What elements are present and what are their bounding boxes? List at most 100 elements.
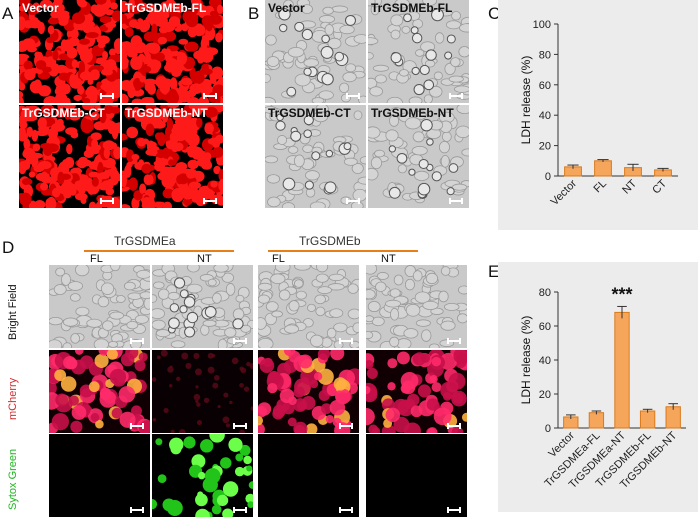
cell — [88, 381, 100, 393]
swollen-cell — [413, 83, 425, 96]
group-rule — [84, 250, 234, 252]
cell — [265, 96, 276, 103]
cell — [186, 283, 203, 294]
cell — [28, 171, 36, 178]
cell — [51, 187, 61, 198]
cell — [411, 145, 428, 156]
cell — [108, 48, 116, 57]
micrograph-brightfield — [49, 265, 150, 348]
cell — [258, 402, 272, 416]
cell — [417, 384, 432, 398]
cell-texture — [49, 350, 150, 433]
cell — [21, 178, 33, 186]
cell — [288, 300, 300, 312]
cell — [401, 25, 411, 34]
cell — [46, 37, 54, 44]
cell — [201, 63, 209, 71]
cell — [270, 273, 286, 285]
cell — [434, 32, 445, 44]
cell — [79, 71, 93, 81]
cell — [128, 177, 138, 191]
cell — [334, 422, 351, 433]
cell — [368, 37, 379, 45]
cell — [404, 278, 415, 291]
swollen-cell — [278, 8, 291, 21]
cell — [136, 269, 150, 279]
swollen-cell — [343, 142, 352, 151]
cell — [126, 320, 139, 330]
cell — [438, 141, 450, 154]
cell — [146, 164, 156, 171]
cell — [204, 87, 211, 97]
cell — [56, 3, 65, 13]
cell — [235, 294, 245, 303]
swollen-cell — [419, 64, 430, 76]
cell — [441, 131, 452, 142]
cell — [216, 4, 223, 14]
image-background — [366, 434, 467, 517]
cell — [124, 106, 134, 119]
panel-letter-a: A — [2, 4, 14, 23]
cell — [265, 155, 279, 164]
cell — [440, 381, 458, 399]
scale-bar — [130, 507, 144, 513]
panel-letter-b: B — [248, 4, 260, 23]
cell — [374, 74, 387, 84]
cell — [94, 105, 101, 113]
stained-cell — [195, 493, 208, 507]
cell — [366, 315, 374, 323]
cell — [74, 192, 88, 201]
scale-bar — [339, 507, 353, 513]
cell — [55, 108, 66, 118]
cell — [43, 176, 54, 184]
cell — [239, 383, 244, 388]
y-axis-label: LDH release (%) — [519, 316, 533, 405]
swollen-cell — [396, 152, 408, 164]
cell — [457, 313, 467, 324]
cell — [408, 96, 423, 103]
cell — [425, 272, 439, 285]
column-label: FL — [272, 253, 285, 265]
swollen-cell — [275, 120, 286, 131]
cell — [453, 350, 467, 365]
scale-bar — [339, 338, 353, 344]
cell — [390, 29, 401, 40]
cell — [97, 296, 110, 308]
cell — [79, 49, 93, 64]
cell — [79, 355, 94, 370]
cell — [185, 41, 199, 52]
scale-bar — [233, 507, 247, 513]
cell — [138, 352, 148, 362]
panel-letter-c: C — [488, 4, 501, 23]
stained-cell — [243, 455, 252, 465]
image-background — [258, 434, 359, 517]
y-axis-label: LDH release (%) — [519, 56, 533, 145]
cell — [315, 273, 329, 283]
cell — [186, 97, 200, 103]
micrograph-brightfield — [258, 265, 359, 348]
cell — [403, 328, 419, 339]
cell — [163, 170, 172, 185]
cell-texture — [19, 0, 120, 103]
cell — [422, 0, 438, 7]
cell — [209, 70, 217, 85]
cell — [313, 372, 323, 381]
cell — [238, 429, 246, 433]
y-tick-label: 0 — [545, 171, 551, 183]
cell — [51, 413, 69, 431]
cell — [143, 297, 150, 310]
cell — [368, 167, 379, 181]
stained-cell — [200, 439, 214, 453]
cell — [196, 117, 203, 128]
cell — [62, 317, 79, 327]
cell — [109, 311, 125, 320]
cell — [122, 0, 129, 13]
cell — [49, 316, 63, 326]
swollen-cell — [446, 34, 456, 44]
cell — [74, 180, 87, 188]
cell-texture — [122, 0, 223, 103]
cell — [195, 105, 207, 110]
cell — [412, 270, 423, 282]
cell — [213, 165, 221, 175]
cell — [139, 23, 149, 33]
